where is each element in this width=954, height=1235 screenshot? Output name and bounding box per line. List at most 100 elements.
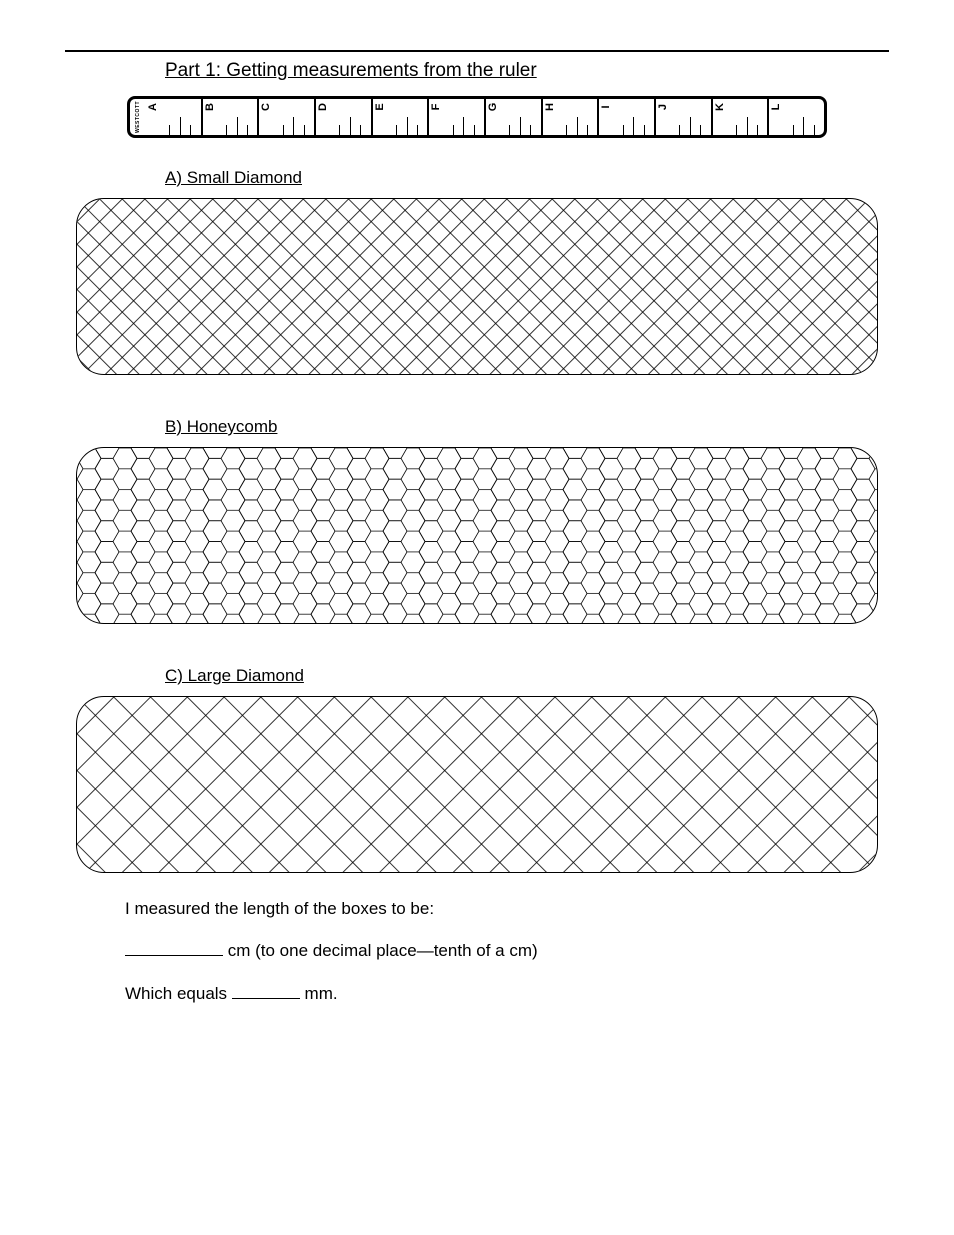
ruler-ticks [273,99,314,135]
answer-line-1: cm (to one decimal place—tenth of a cm) [125,935,889,967]
ruler-ticks [330,99,371,135]
ruler-tick [747,117,757,135]
ruler-letter: H [543,99,557,135]
ruler-tick [417,125,427,135]
ruler-tick [757,125,767,135]
ruler-ticks [783,99,824,135]
ruler-tick [530,125,540,135]
ruler-letter: F [429,99,443,135]
ruler-tick [587,125,597,135]
ruler-tick [613,105,622,135]
ruler-tick [670,105,679,135]
ruler-tick [814,125,824,135]
ruler-letter: L [769,99,783,135]
ruler-tick [360,125,370,135]
ruler-segment: G [484,99,541,135]
section-label-c: C) Large Diamond [165,666,889,686]
ruler-letter: C [259,99,273,135]
ruler-segment: K [711,99,768,135]
ruler-tick [387,105,396,135]
answers-block: I measured the length of the boxes to be… [125,893,889,1010]
ruler-tick [793,125,803,135]
pattern-box-large-diamond [76,696,878,873]
ruler-ticks [557,99,598,135]
ruler-tick [396,125,406,135]
ruler-ticks [160,99,201,135]
ruler-ticks [387,99,428,135]
answer-blank-1[interactable] [125,955,223,956]
ruler-tick [217,105,226,135]
ruler-segment: B [201,99,258,135]
section-label-b: B) Honeycomb [165,417,889,437]
ruler-letter: D [316,99,330,135]
ruler-tick [160,105,169,135]
ruler-ticks [217,99,258,135]
answer-prefix-2: Which equals [125,984,227,1003]
ruler-ticks [727,99,768,135]
ruler-tick [293,117,303,135]
top-rule [65,50,889,52]
ruler-brand-text: WESTCOTT [135,101,141,133]
answer-tail-1: cm (to one decimal place—tenth of a cm) [228,941,538,960]
ruler: WESTCOTT A B C D E F G H I J K L [127,96,827,138]
ruler-segment: I [597,99,654,135]
ruler-tick [623,125,633,135]
ruler-tick [644,125,654,135]
ruler-tick [453,125,463,135]
ruler-segment: C [257,99,314,135]
ruler-ticks [670,99,711,135]
ruler-segment: E [371,99,428,135]
ruler-tick [803,117,813,135]
ruler-letter: A [146,99,160,135]
ruler-tick [190,125,200,135]
ruler-tick [783,105,792,135]
ruler-tick [237,117,247,135]
answer-tail-2: mm. [305,984,338,1003]
ruler-tick [700,125,710,135]
ruler-tick [339,125,349,135]
ruler-segment: A [146,99,201,135]
pattern-box-honeycomb [76,447,878,624]
ruler-tick [520,117,530,135]
ruler-letter: G [486,99,500,135]
ruler-letter: K [713,99,727,135]
ruler-brand: WESTCOTT [130,99,146,135]
main-title: Part 1: Getting measurements from the ru… [165,60,889,82]
ruler-tick [474,125,484,135]
ruler-tick [679,125,689,135]
ruler-segment: J [654,99,711,135]
ruler-ticks [443,99,484,135]
ruler-tick [736,125,746,135]
ruler-tick [566,125,576,135]
ruler-segment: H [541,99,598,135]
ruler-segment: L [767,99,824,135]
ruler-letter: I [599,99,613,135]
ruler-tick [690,117,700,135]
ruler-ticks [613,99,654,135]
ruler-tick [557,105,566,135]
ruler-tick [407,117,417,135]
section-label-a: A) Small Diamond [165,168,889,188]
ruler-tick [500,105,509,135]
ruler-segment: F [427,99,484,135]
ruler-track: A B C D E F G H I J K L [146,99,824,135]
ruler-tick [304,125,314,135]
ruler-tick [283,125,293,135]
ruler-segment: D [314,99,371,135]
ruler-tick [633,117,643,135]
ruler-tick [180,117,190,135]
ruler-ticks [500,99,541,135]
ruler-tick [463,117,473,135]
ruler-letter: E [373,99,387,135]
ruler-tick [169,125,179,135]
answer-line-2: Which equals mm. [125,978,889,1010]
ruler-tick [247,125,257,135]
ruler-tick [226,125,236,135]
ruler-tick [273,105,282,135]
ruler-tick [443,105,452,135]
ruler-tick [577,117,587,135]
ruler-letter: B [203,99,217,135]
ruler-letter: J [656,99,670,135]
answer-blank-2[interactable] [232,998,300,999]
answers-intro: I measured the length of the boxes to be… [125,893,889,925]
